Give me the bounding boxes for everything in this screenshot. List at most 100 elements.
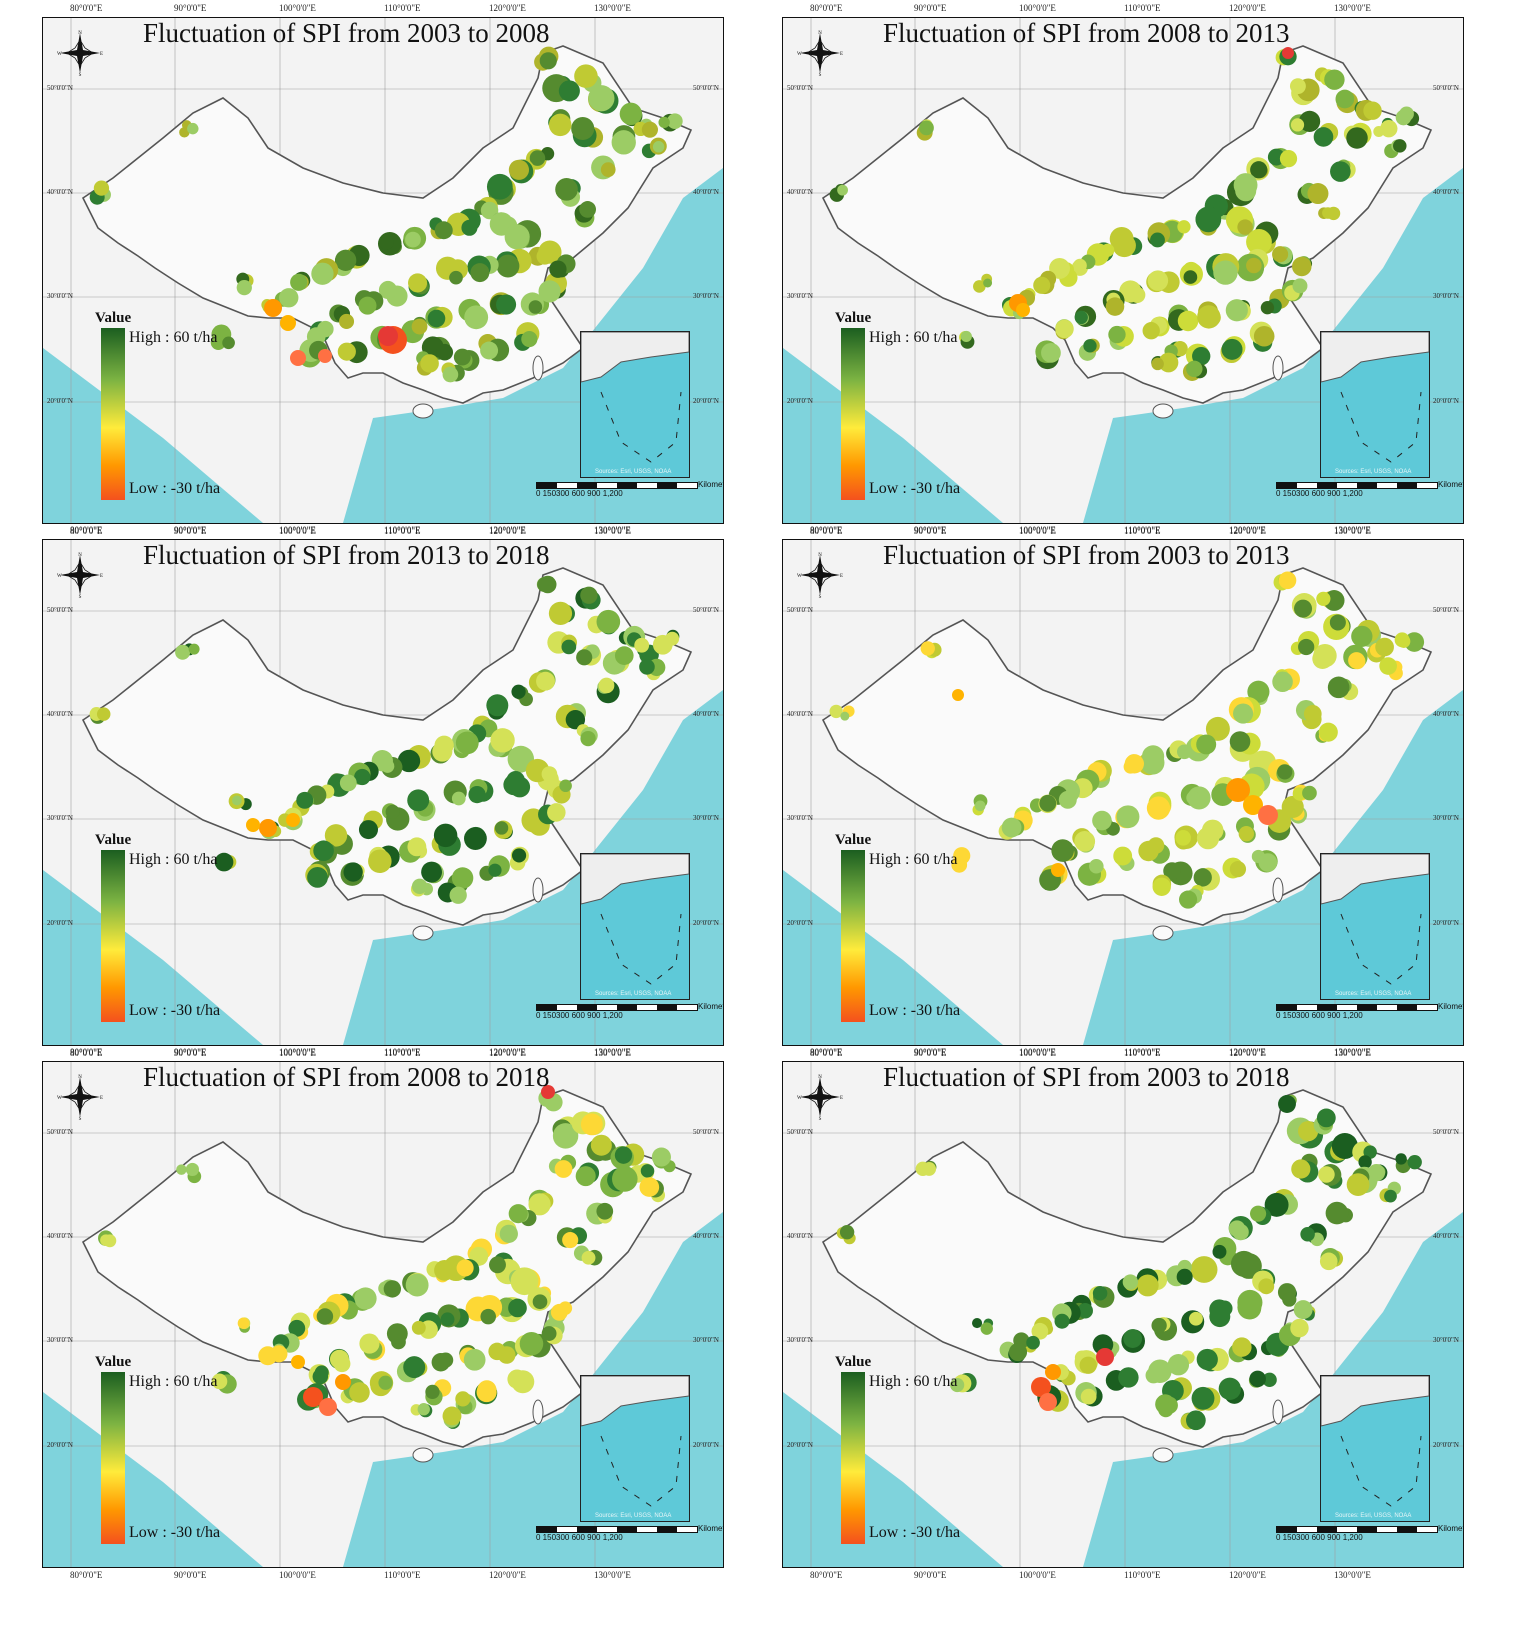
spi-cluster [1313,127,1334,147]
map-canvas [783,1062,1463,1567]
latitude-label: 20°0'0"N [693,1441,719,1449]
spi-cluster [408,273,428,293]
spi-cluster [532,1294,548,1310]
spi-cluster [1142,322,1160,340]
latitude-label: 40°0'0"N [47,1232,73,1240]
longitude-label: 80°0'0"E [70,1570,103,1580]
longitude-label: 110°0'0"E [1124,1047,1161,1057]
spi-cluster [339,774,357,792]
latitude-label: 40°0'0"N [693,710,719,718]
spi-cluster [188,643,200,655]
spi-cluster [385,804,400,819]
spi-cluster [839,1224,855,1240]
panel-title: Fluctuation of SPI from 2003 to 2008 [143,18,550,48]
legend-low-label: Low : -30 t/ha [869,1002,961,1019]
legend-low-label: Low : -30 t/ha [129,1524,221,1541]
longitude-label: 120°0'0"E [489,3,526,13]
spi-cluster [407,837,427,857]
spi-cluster [1074,830,1096,852]
spi-cluster [536,671,555,691]
panel-title: Fluctuation of SPI from 2008 to 2018 [143,1062,550,1092]
spi-cluster [549,260,567,278]
spi-cluster [1001,817,1022,838]
spi-cluster [411,878,428,895]
compass-s-label: S [819,73,822,76]
spi-hotspot [246,818,260,832]
spi-cluster [1190,1256,1218,1283]
spi-cluster [417,1403,430,1416]
longitude-label: 90°0'0"E [914,1570,947,1580]
latitude-label: 40°0'0"N [1433,1232,1459,1240]
spi-hotspot [290,350,306,366]
latitude-label: 30°0'0"N [1433,292,1459,300]
spi-cluster [1237,1295,1262,1320]
sea-area [783,168,1463,523]
spi-cluster [1407,1155,1422,1170]
spi-cluster [490,728,515,753]
spi-cluster [1236,1253,1262,1279]
spi-cluster [440,1312,455,1327]
spi-cluster [920,641,935,656]
spi-cluster [529,150,546,166]
spi-cluster [407,789,430,812]
longitude-label: 130°0'0"E [594,525,631,535]
spi-cluster [1148,1359,1172,1384]
spi-cluster [1189,1311,1203,1326]
spi-cluster [561,639,577,655]
map-panel: 80°0'0"E 80°0'0"E 90°0'0"E 90°0'0"E 100°0'0"… [0,522,724,1062]
spi-cluster [1313,643,1337,668]
spi-cluster [1300,1226,1315,1242]
taiwan-island [532,355,544,381]
spi-cluster [1318,722,1338,742]
compass-rose-icon: N S E W [797,552,843,598]
spi-cluster [311,262,334,285]
spi-cluster [1373,125,1385,137]
spi-cluster [214,852,234,872]
spi-cluster [1232,1337,1252,1357]
spi-cluster [973,280,986,293]
spi-cluster [1260,301,1275,315]
latitude-label: 40°0'0"N [787,188,813,196]
spi-cluster [590,1134,612,1156]
spi-cluster [405,1273,429,1297]
spi-cluster [456,1259,474,1277]
spi-cluster [316,1308,334,1325]
longitude-label: 110°0'0"E [384,1048,421,1058]
spi-cluster [480,341,499,360]
longitude-label: 100°0'0"E [1019,1047,1056,1057]
latitude-label: 40°0'0"N [1433,710,1459,718]
longitude-label: 100°0'0"E [1019,1048,1056,1058]
spi-cluster [1196,1348,1218,1371]
spi-cluster [1363,101,1382,120]
spi-cluster [222,336,235,350]
spi-cluster [1247,680,1270,703]
scale-bar-unit: Kilometers [1438,1002,1463,1011]
spi-cluster [1213,260,1238,285]
compass-rose-icon: N S E W [57,30,103,76]
spi-cluster [329,1349,349,1369]
spi-cluster [1179,890,1198,909]
spi-cluster [837,184,848,196]
legend-high-label: High : 60 t/ha [869,1373,958,1390]
spi-cluster [1232,1223,1249,1241]
spi-cluster [1246,257,1262,274]
spi-cluster [401,755,416,770]
latitude-label: 30°0'0"N [47,814,73,822]
latitude-label: 40°0'0"N [787,710,813,718]
scale-bar-unit: Kilometers [1438,1524,1463,1533]
longitude-label: 130°0'0"E [594,1047,631,1057]
legend-high-label: High : 60 t/ha [129,851,218,868]
spi-cluster [442,366,459,383]
scale-bar-ticks: 0 150300 600 900 1,200 [1276,1011,1363,1020]
spi-cluster [1196,734,1217,755]
legend-low-label: Low : -30 t/ha [129,1002,221,1019]
spi-cluster [1196,827,1220,850]
spi-cluster [185,1162,199,1177]
spi-cluster [1177,310,1199,332]
spi-cluster [463,1348,486,1371]
inset-source-text: Sources: Esri, USGS, NOAA [595,991,672,997]
spi-cluster [614,646,634,665]
longitude-label: 130°0'0"E [594,3,631,13]
spi-cluster [576,649,593,666]
map-canvas [783,18,1463,523]
